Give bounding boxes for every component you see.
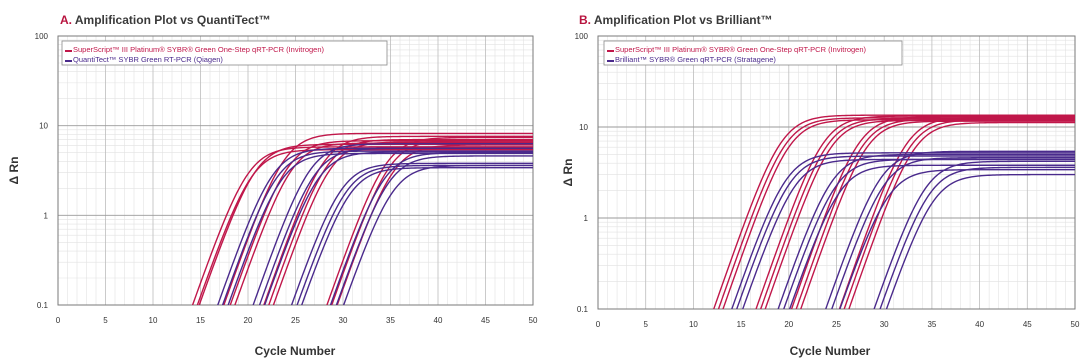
amplification-curve xyxy=(839,168,1075,309)
series-invitrogen xyxy=(713,114,1075,309)
y-tick-label: 10 xyxy=(579,123,588,132)
amplification-curve xyxy=(800,120,1075,309)
amplification-curve xyxy=(300,166,533,305)
x-tick-label: 45 xyxy=(1023,320,1032,329)
amplification-curve xyxy=(290,162,533,305)
amplification-curve xyxy=(879,166,1075,309)
amplification-curve xyxy=(731,152,1075,309)
x-tick-label: 40 xyxy=(434,316,443,325)
amplification-curve xyxy=(335,155,533,305)
amplification-curve xyxy=(330,139,533,305)
amplification-curve xyxy=(258,147,533,305)
legend-label: SuperScript™ III Platinum® SYBR® Green O… xyxy=(615,45,867,54)
amplification-curve xyxy=(252,142,533,305)
chart-panel-b: B. Amplification Plot vs Brilliant™ 0 5 10… xyxy=(545,0,1084,363)
amplification-curve xyxy=(268,138,533,305)
amplification-curve xyxy=(848,121,1075,309)
x-tick-label: 50 xyxy=(529,316,538,325)
amplification-curve xyxy=(873,160,1075,309)
x-tick-label: 35 xyxy=(927,320,936,329)
amplification-curve xyxy=(777,153,1075,309)
x-tick-label: 30 xyxy=(880,320,889,329)
legend-box xyxy=(603,40,903,66)
amplification-curve xyxy=(843,119,1075,309)
x-tick-label: 25 xyxy=(832,320,841,329)
chart-title-b: B. Amplification Plot vs Brilliant™ xyxy=(579,13,773,27)
amplification-curve xyxy=(223,132,533,305)
x-axis-label: Cycle Number xyxy=(255,344,336,358)
amplification-curve xyxy=(263,135,533,305)
amplification-curve xyxy=(221,150,533,305)
legend: SuperScript™ III Platinum® SYBR® Green O… xyxy=(603,40,903,66)
series-competitor xyxy=(731,150,1075,309)
x-tick-label: 25 xyxy=(291,316,300,325)
amplification-curve xyxy=(831,156,1075,309)
y-tick-label: 0.1 xyxy=(37,301,49,310)
amplification-curve xyxy=(342,164,533,305)
x-tick-label: 10 xyxy=(149,316,158,325)
x-tick-label: 35 xyxy=(386,316,395,325)
amplification-curve xyxy=(263,151,533,305)
legend-label: Brilliant™ SYBR® Green qRT-PCR (Stratage… xyxy=(615,55,776,64)
y-tick-label: 0.1 xyxy=(577,305,589,314)
grid-minor xyxy=(598,36,1075,309)
y-tick-label: 100 xyxy=(35,32,49,41)
x-tick-label: 15 xyxy=(196,316,205,325)
x-tick-label: 20 xyxy=(244,316,253,325)
x-tick-label: 20 xyxy=(784,320,793,329)
y-axis-label: Δ Rn xyxy=(561,159,575,187)
panel-letter-a: A. xyxy=(60,13,72,27)
amplification-curve xyxy=(196,148,533,305)
y-tick-label: 10 xyxy=(39,122,48,131)
y-tick-label: 1 xyxy=(584,214,589,223)
x-tick-label: 5 xyxy=(643,320,648,329)
plot-frame xyxy=(57,35,534,306)
amplification-curve xyxy=(838,116,1075,309)
x-tick-label: 5 xyxy=(103,316,108,325)
legend-label: QuantiTect™ SYBR Green RT-PCR (Qiagen) xyxy=(73,55,223,64)
x-tick-label: 10 xyxy=(689,320,698,329)
amplification-curve xyxy=(788,164,1075,309)
amplification-plot-a: 0 5 10 15 20 25 30 35 40 45 50 0.1 1 10 100 SuperScript… xyxy=(7,32,538,358)
amplification-curve xyxy=(824,150,1075,309)
plot-frame xyxy=(597,35,1076,310)
x-tick-label: 0 xyxy=(56,316,61,325)
amplification-plot-b: 0 5 10 15 20 25 30 35 40 45 50 0.1 1 10 100 SuperScript… xyxy=(561,32,1080,358)
amplification-curve xyxy=(736,155,1075,309)
series-competitor xyxy=(217,142,533,305)
amplification-curve xyxy=(713,114,1075,309)
legend: SuperScript™ III Platinum® SYBR® Green O… xyxy=(61,40,388,66)
x-tick-label: 0 xyxy=(596,320,601,329)
amplification-curve xyxy=(336,144,533,305)
chart-title-a: A. Amplification Plot vs QuantiTect™ xyxy=(60,13,271,27)
x-tick-label: 40 xyxy=(975,320,984,329)
x-axis-label: Cycle Number xyxy=(790,344,871,358)
panel-title-a: Amplification Plot vs QuantiTect™ xyxy=(74,13,271,27)
amplification-curve xyxy=(326,136,533,305)
panel-title-b: Amplification Plot vs Brilliant™ xyxy=(593,13,773,27)
y-axis-label: Δ Rn xyxy=(7,157,21,185)
amplification-curve xyxy=(272,141,533,305)
amplification-curve xyxy=(885,173,1075,309)
x-tick-label: 50 xyxy=(1071,320,1080,329)
legend-label: SuperScript™ III Platinum® SYBR® Green O… xyxy=(73,45,325,54)
y-tick-label: 100 xyxy=(575,32,589,41)
chart-panel-a: A. Amplification Plot vs QuantiTect™ 0 5 1… xyxy=(7,13,538,358)
x-tick-label: 15 xyxy=(737,320,746,329)
amplification-curve xyxy=(795,118,1075,309)
legend-box xyxy=(61,40,388,66)
amplification-curve xyxy=(783,158,1075,309)
y-tick-label: 1 xyxy=(44,211,49,220)
x-tick-label: 45 xyxy=(481,316,490,325)
panel-letter-b: B. xyxy=(579,13,591,27)
x-tick-label: 30 xyxy=(339,316,348,325)
amplification-curve xyxy=(329,151,533,305)
